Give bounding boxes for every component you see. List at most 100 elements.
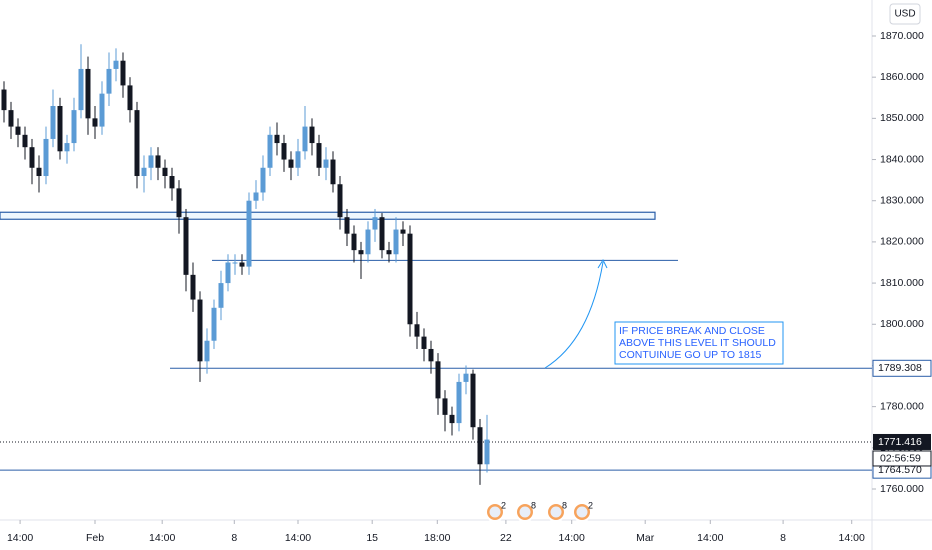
candle-body [50, 106, 56, 139]
candle-body [246, 200, 252, 267]
annotation-line: CONTUINUE GO UP TO 1815 [619, 349, 762, 361]
candle-body [337, 184, 343, 218]
candle-body [358, 250, 364, 255]
y-tick-label: 1780.000 [880, 400, 924, 412]
candle-body [113, 60, 119, 69]
candle-body [29, 147, 35, 168]
y-tick-label: 1830.000 [880, 195, 924, 207]
candle-body [64, 143, 70, 152]
candle-body [295, 151, 301, 168]
candle-body [225, 262, 231, 284]
candle-body [218, 283, 224, 308]
currency-box[interactable] [889, 3, 921, 25]
y-tick-label: 1820.000 [880, 236, 924, 248]
candle-body [414, 324, 420, 337]
candle-body [204, 340, 210, 362]
y-tick-label: 1860.000 [880, 71, 924, 83]
event-flag [519, 506, 531, 518]
candle-body [274, 134, 280, 144]
currency: USD [894, 9, 915, 20]
x-tick-label: 14:00 [7, 532, 33, 544]
candle-body [344, 217, 350, 234]
candle-body [106, 68, 112, 94]
candle-body [484, 439, 490, 465]
countdown: 02:56:59 [880, 452, 921, 464]
candle-body [316, 143, 322, 168]
candle-body [267, 134, 273, 168]
event-flag [550, 506, 562, 518]
x-tick-label: 8 [231, 532, 237, 544]
candle-body [386, 250, 392, 255]
candle-body [456, 381, 462, 424]
candle-body [22, 134, 28, 148]
x-tick-label: 14:00 [559, 532, 585, 544]
candle-body [379, 217, 385, 251]
zone [0, 211, 656, 220]
break-level-label-box [872, 359, 932, 377]
candle-body [43, 138, 49, 177]
candle-body [148, 155, 154, 168]
y-tick-label: 1800.000 [880, 318, 924, 330]
candle-body [393, 229, 399, 255]
candle-body [239, 262, 245, 267]
x-tick-label: 15 [366, 532, 378, 544]
candle-body [190, 274, 196, 300]
candle-body [302, 126, 308, 152]
event-count: 8 [562, 500, 567, 510]
candle-body [36, 167, 42, 177]
candle-body [99, 93, 105, 127]
arrow-head [597, 258, 608, 269]
candle-body [57, 106, 63, 152]
candle-body [351, 233, 357, 251]
candle-body [309, 126, 315, 144]
candle-body [372, 217, 378, 230]
x-tick-label: 22 [500, 532, 512, 544]
candle-body [78, 68, 84, 111]
last-price-box [873, 433, 931, 450]
event-count: 2 [501, 500, 506, 510]
x-tick-label: Feb [86, 532, 104, 544]
x-tick-label: 8 [780, 532, 786, 544]
candle-body [323, 159, 329, 168]
countdown-box [872, 450, 932, 467]
x-tick-label: 14:00 [149, 532, 175, 544]
last-price-label: 1771.416 [878, 436, 922, 448]
y-tick-label: 1760.000 [880, 483, 924, 495]
y-tick-label: 1840.000 [880, 153, 924, 165]
event-flag [576, 506, 588, 518]
x-tick-label: Mar [636, 532, 655, 544]
y-tick-label: 1810.000 [880, 277, 924, 289]
break-level-label: 1789.308 [878, 362, 922, 374]
y-tick-label: 1870.000 [880, 30, 924, 42]
candle-body [85, 68, 91, 119]
x-tick-label: 14:00 [839, 532, 865, 544]
candle-body [449, 414, 455, 424]
candle-body [470, 373, 476, 428]
event-count: 2 [588, 500, 593, 510]
support-level-label: 1764.570 [878, 464, 922, 476]
candle-body [8, 110, 14, 127]
candle-body [15, 126, 21, 135]
candle-body [197, 299, 203, 362]
candle-body [71, 110, 77, 144]
x-tick-label: 14:00 [697, 532, 723, 544]
candle-body [155, 155, 161, 168]
candle-body [183, 217, 189, 275]
arrow-curve [544, 261, 604, 369]
annotation-box[interactable] [614, 321, 784, 365]
candle-body [176, 188, 182, 218]
candle-body [463, 373, 469, 382]
candle-body [407, 233, 413, 325]
candle-body [1, 89, 7, 111]
event-count: 8 [531, 500, 536, 510]
candle-body [92, 118, 98, 127]
candle-body [260, 167, 266, 193]
candle-body [477, 427, 483, 465]
candle-body [365, 229, 371, 255]
candle-body [120, 60, 126, 86]
candle-body [127, 85, 133, 111]
candle-body [400, 229, 406, 234]
candle-body [253, 192, 259, 201]
